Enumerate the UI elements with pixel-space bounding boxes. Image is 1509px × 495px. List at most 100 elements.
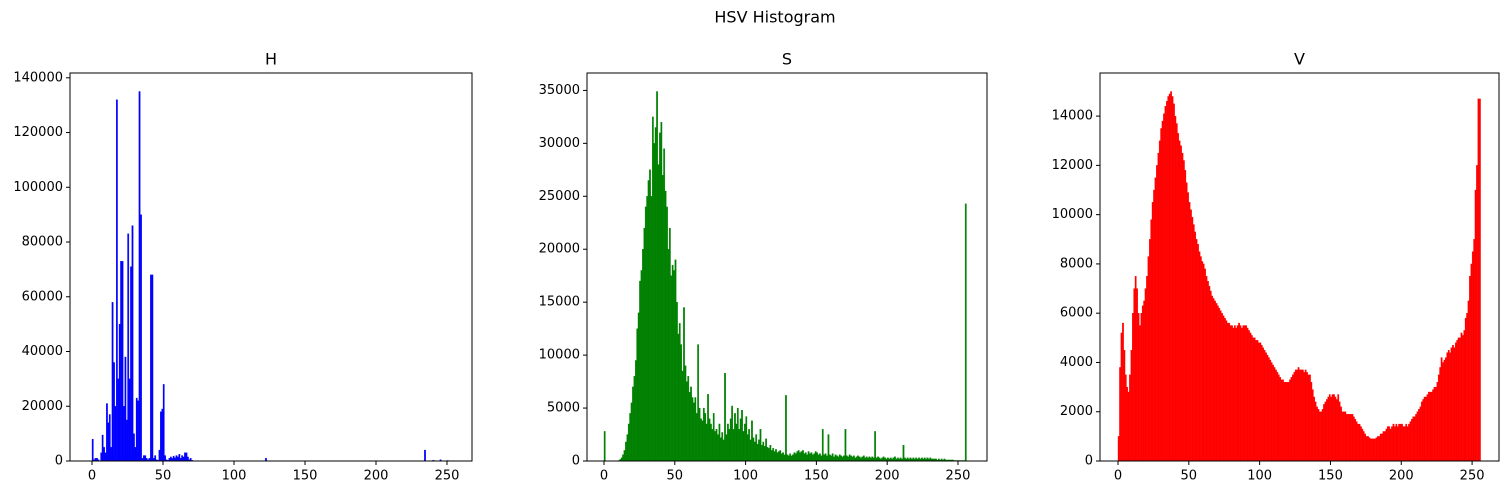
bar: [1148, 239, 1151, 461]
bar: [1381, 433, 1384, 461]
bar: [1177, 133, 1180, 461]
bar: [678, 323, 681, 461]
bar: [158, 449, 161, 461]
bar: [738, 429, 741, 461]
bar: [186, 456, 189, 461]
bar: [103, 447, 105, 461]
bar: [668, 227, 671, 461]
bar: [1386, 426, 1389, 461]
bar: [1292, 374, 1294, 461]
bar: [1211, 295, 1214, 461]
bar: [634, 360, 637, 461]
bar: [1479, 98, 1481, 461]
bar: [1422, 399, 1425, 461]
bar: [144, 455, 147, 461]
bar: [691, 397, 694, 461]
bar: [1275, 369, 1277, 461]
bar: [114, 406, 117, 461]
bar: [603, 431, 606, 461]
bar: [1419, 406, 1422, 461]
bar: [1126, 386, 1129, 461]
bar: [1396, 426, 1399, 461]
bar: [1395, 423, 1398, 461]
bar: [1156, 165, 1158, 461]
bar: [1157, 152, 1160, 461]
bar: [772, 448, 775, 461]
bar: [1214, 300, 1216, 461]
bar: [1382, 431, 1385, 461]
bar: [189, 458, 192, 461]
x-tick-label: 0: [1114, 469, 1122, 484]
bar: [1368, 437, 1371, 461]
bar: [702, 407, 705, 461]
bar: [1293, 372, 1296, 461]
bar: [714, 431, 716, 461]
bar: [857, 455, 860, 461]
bar: [650, 196, 653, 461]
bar: [1371, 438, 1374, 461]
bar: [778, 451, 780, 461]
bar: [1412, 416, 1415, 461]
y-tick-label: 6000: [1060, 306, 1093, 321]
x-tick-label: 50: [155, 469, 172, 484]
bar: [1469, 276, 1471, 461]
bar: [1229, 325, 1232, 461]
bar: [695, 413, 698, 461]
bar: [1225, 320, 1228, 461]
bar: [708, 418, 711, 461]
bar: [1311, 389, 1314, 461]
bar: [850, 455, 852, 461]
bar: [1184, 170, 1187, 461]
bar: [1398, 423, 1401, 461]
bar: [642, 249, 644, 461]
bar: [1187, 192, 1189, 461]
bar: [1394, 426, 1396, 461]
bar: [1330, 396, 1333, 461]
bar: [182, 456, 185, 461]
bar: [1163, 113, 1165, 461]
bar: [1190, 209, 1192, 461]
bar: [113, 362, 115, 461]
bar: [806, 454, 809, 461]
bar: [824, 453, 827, 461]
bar: [151, 274, 154, 461]
bar: [769, 444, 772, 461]
y-tick-label: 35000: [539, 83, 580, 98]
bar: [1317, 409, 1320, 461]
bar: [1338, 401, 1341, 461]
bar: [125, 419, 128, 461]
y-tick-label: 14000: [1052, 109, 1093, 124]
bar: [1384, 431, 1386, 461]
bar: [782, 452, 784, 461]
bar: [853, 455, 855, 461]
bar: [673, 270, 675, 461]
bar: [1430, 391, 1433, 461]
bar: [768, 448, 770, 461]
x-tick-label: 200: [875, 469, 900, 484]
bar: [1334, 396, 1337, 461]
bar: [1175, 123, 1178, 461]
bar: [637, 312, 640, 461]
bar: [644, 206, 647, 461]
bar: [833, 456, 835, 461]
bar: [1348, 414, 1351, 461]
bar: [765, 438, 767, 461]
bar: [1466, 313, 1468, 461]
bar: [1182, 160, 1185, 461]
x-tick-label: 100: [222, 469, 247, 484]
bar: [1124, 374, 1127, 461]
bar: [1279, 377, 1282, 461]
bar: [120, 261, 122, 461]
bar: [1333, 394, 1335, 461]
bar: [1286, 382, 1289, 461]
bar: [640, 270, 643, 461]
bar: [779, 450, 782, 461]
bar: [1284, 382, 1287, 461]
bar: [663, 148, 666, 461]
bar: [142, 455, 145, 461]
bar: [667, 249, 670, 461]
x-tick-label: 200: [1389, 469, 1414, 484]
bar: [735, 423, 738, 461]
bar: [834, 454, 837, 461]
bar: [1134, 276, 1137, 461]
